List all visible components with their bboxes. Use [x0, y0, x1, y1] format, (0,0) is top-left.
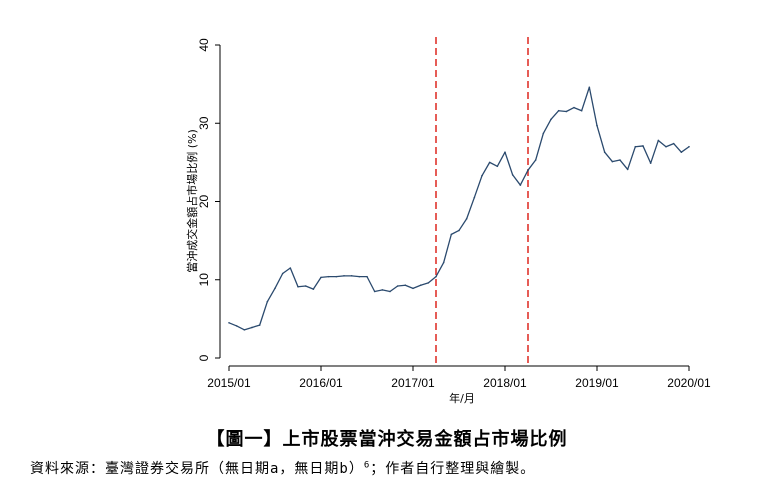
data-point — [488, 161, 491, 164]
x-tick-label: 2020/01 — [667, 376, 711, 390]
y-tick-label: 30 — [197, 116, 211, 130]
data-point — [496, 165, 499, 168]
data-point — [557, 109, 560, 112]
data-point — [504, 151, 506, 154]
figure-caption: 【圖一】上市股票當沖交易金額占市場比例 — [206, 429, 568, 450]
data-point — [519, 184, 522, 186]
data-point — [343, 275, 345, 277]
x-tick-label: 2019/01 — [575, 376, 619, 390]
data-point — [412, 287, 414, 290]
data-point — [611, 160, 614, 163]
data-point — [534, 159, 537, 161]
data-point — [235, 325, 238, 327]
data-point — [266, 300, 269, 303]
data-point — [442, 261, 445, 264]
data-point — [665, 145, 667, 148]
data-point — [527, 169, 529, 171]
data-point — [465, 217, 468, 220]
footnote-marker: 6 — [363, 460, 371, 471]
data-point — [312, 288, 315, 290]
plot-area: 0 10 20 30 40 2015/01 2016/01 2017/01 2018/01 201… — [197, 37, 711, 390]
data-point — [373, 290, 376, 293]
data-point — [366, 275, 368, 278]
data-point — [603, 151, 606, 154]
y-tick-label: 10 — [197, 273, 211, 287]
y-tick-label: 20 — [197, 195, 211, 209]
data-point — [580, 109, 583, 112]
source-text: 資料來源：臺灣證券交易所（無日期a，無日期b） — [30, 461, 364, 477]
data-point — [297, 285, 299, 288]
chart: 0 10 20 30 40 2015/01 2016/01 2017/01 2018/01 201… — [185, 37, 711, 405]
data-point — [473, 196, 476, 199]
data-point — [381, 289, 384, 291]
data-point — [657, 139, 660, 142]
data-point — [435, 275, 437, 278]
data-point — [619, 159, 621, 161]
data-point — [511, 174, 514, 176]
x-tick-label: 2015/01 — [207, 376, 251, 390]
data-point — [672, 142, 675, 145]
data-point — [404, 284, 407, 287]
data-point — [320, 276, 322, 279]
data-point — [680, 151, 683, 154]
data-point — [251, 326, 253, 329]
y-tick-label: 0 — [197, 354, 211, 361]
x-tick-label: 2016/01 — [299, 376, 343, 390]
data-point — [634, 145, 637, 148]
x-tick-label: 2017/01 — [391, 376, 435, 390]
data-point — [573, 106, 575, 109]
data-point — [335, 275, 338, 278]
data-point — [642, 145, 644, 147]
data-point — [258, 324, 261, 326]
data-point — [419, 284, 422, 287]
data-point — [396, 285, 399, 287]
data-point — [588, 86, 591, 89]
source-tail: ；作者自行整理與繪製。 — [370, 461, 536, 477]
data-point — [350, 275, 353, 277]
y-axis-title: 當沖成交金額占市場比例 (%) — [185, 129, 199, 273]
data-point — [304, 285, 307, 287]
data-point — [481, 174, 483, 177]
data-point — [565, 110, 568, 113]
data-point — [243, 329, 246, 331]
data-point — [289, 267, 292, 269]
data-point — [688, 145, 690, 148]
data-point — [274, 287, 276, 290]
source-note: 資料來源：臺灣證券交易所（無日期a，無日期b）6；作者自行整理與繪製。 — [30, 458, 535, 478]
data-point — [596, 124, 598, 127]
data-point — [358, 275, 361, 278]
data-point — [427, 282, 430, 284]
data-point — [327, 275, 330, 278]
x-axis-title: 年/月 — [449, 391, 475, 405]
data-point — [458, 229, 460, 232]
y-tick-label: 40 — [197, 38, 211, 52]
data-point — [450, 233, 453, 236]
data-point — [542, 132, 545, 135]
data-point — [389, 290, 391, 293]
data-point — [550, 118, 552, 121]
data-point — [626, 168, 629, 171]
plot-background — [220, 37, 697, 366]
data-point — [281, 272, 284, 275]
data-point — [649, 162, 652, 164]
x-tick-label: 2018/01 — [483, 376, 527, 390]
data-point — [228, 321, 230, 324]
